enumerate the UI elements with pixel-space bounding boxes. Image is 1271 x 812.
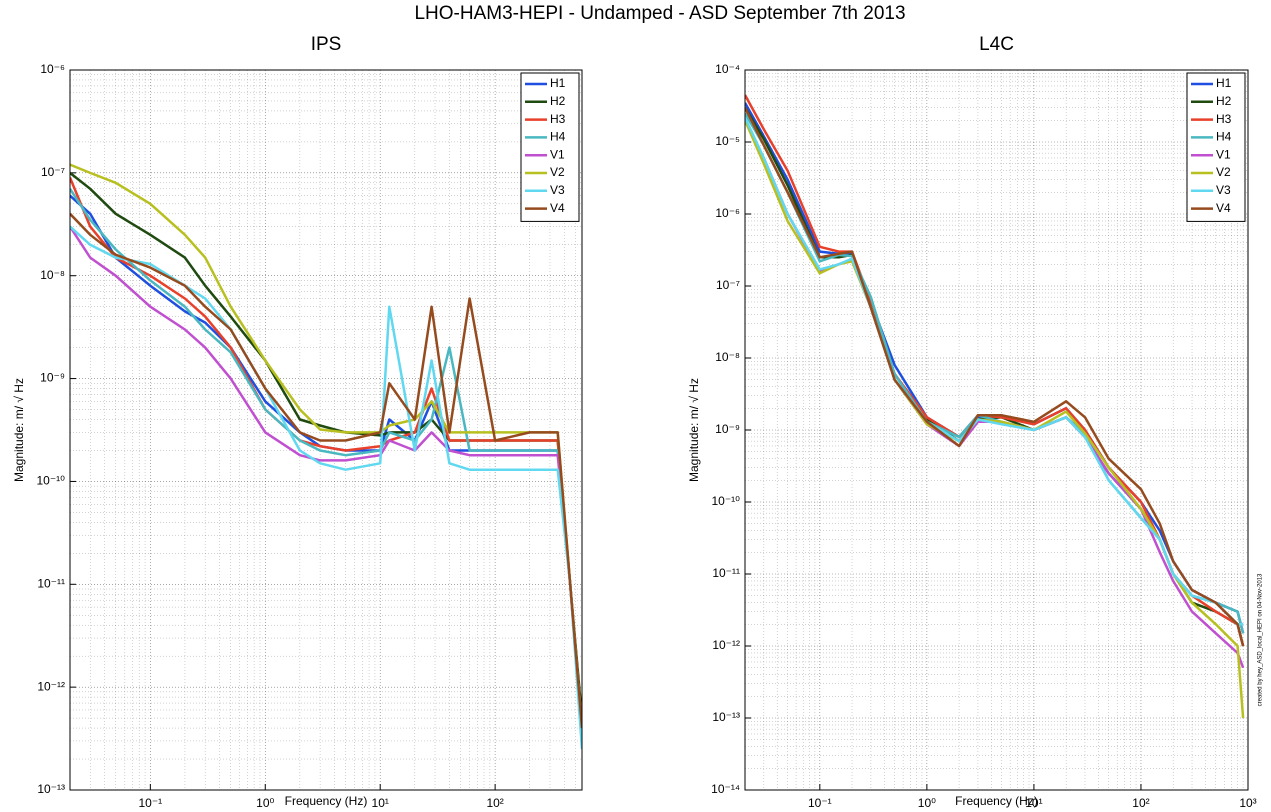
- series-line: [70, 177, 582, 729]
- legend-label: V4: [550, 201, 565, 215]
- axes-frame: [69, 69, 583, 791]
- series-line: [745, 116, 1244, 626]
- legend-label: H3: [1216, 112, 1232, 126]
- y-tick-label: 10⁻¹²: [712, 638, 740, 652]
- y-tick-label: 10⁻⁷: [716, 278, 740, 292]
- legend-label: V3: [550, 183, 565, 197]
- legend-label: H2: [550, 94, 566, 108]
- chart-title: L4C: [979, 34, 1014, 55]
- y-tick-label: 10⁻⁷: [41, 165, 65, 179]
- series-line: [70, 212, 582, 729]
- y-tick-label: 10⁻⁹: [715, 422, 740, 436]
- y-tick-label: 10⁻⁹: [40, 371, 65, 385]
- axes-frame: [744, 69, 1249, 791]
- x-tick-label: 10¹: [1025, 796, 1042, 810]
- legend-label: H2: [1216, 94, 1232, 108]
- series-line: [70, 225, 582, 750]
- series-line: [70, 163, 582, 729]
- chart-title: IPS: [311, 34, 342, 55]
- x-tick-label: 10³: [1239, 796, 1256, 810]
- y-tick-label: 10⁻⁸: [40, 268, 65, 282]
- legend-label: V1: [550, 147, 565, 161]
- figure-title: LHO-HAM3-HEPI - Undamped - ASD September…: [414, 3, 905, 24]
- legend-label: H4: [1216, 130, 1232, 144]
- legend-box: [520, 72, 580, 222]
- y-tick-label: 10⁻¹⁴: [711, 782, 740, 796]
- legend-label: V2: [1216, 165, 1231, 179]
- legend-label: H1: [1216, 76, 1232, 90]
- x-tick-label: 10⁻¹: [138, 796, 162, 810]
- x-tick-label: 10⁰: [918, 796, 936, 810]
- x-tick-label: 10⁰: [256, 796, 274, 810]
- y-tick-label: 10⁻⁸: [715, 350, 740, 364]
- y-tick-label: 10⁻¹¹: [37, 576, 65, 590]
- y-tick-label: 10⁻¹²: [37, 679, 65, 693]
- y-tick-label: 10⁻¹¹: [712, 566, 740, 580]
- y-tick-label: 10⁻¹⁰: [37, 474, 66, 488]
- x-tick-label: 10¹: [372, 796, 389, 810]
- legend-label: V3: [1216, 183, 1231, 197]
- y-tick-label: 10⁻⁴: [715, 62, 740, 76]
- legend-label: H1: [550, 76, 566, 90]
- x-axis-label: Frequency (Hz): [285, 794, 368, 808]
- y-axis-label: Magnitude: m/ √ Hz: [687, 378, 701, 482]
- series-line: [70, 188, 582, 729]
- y-tick-label: 10⁻¹³: [712, 710, 740, 724]
- x-tick-label: 10⁻¹: [808, 796, 832, 810]
- y-tick-label: 10⁻¹³: [37, 782, 65, 796]
- y-tick-label: 10⁻⁵: [715, 134, 740, 148]
- y-tick-label: 10⁻¹⁰: [712, 494, 741, 508]
- x-axis-label: Frequency (Hz): [955, 794, 1038, 808]
- series-line: [745, 119, 1245, 719]
- legend-label: V2: [550, 165, 565, 179]
- series-line: [745, 107, 1245, 647]
- y-tick-label: 10⁻⁶: [40, 62, 65, 76]
- legend-label: H3: [550, 112, 566, 126]
- annotation: created by hey_ASD_local_HEPI on 04-Nov-…: [1258, 573, 1264, 706]
- y-tick-label: 10⁻⁶: [715, 206, 740, 220]
- legend-label: V4: [1216, 201, 1231, 215]
- legend-label: V1: [1216, 147, 1231, 161]
- y-axis-label: Magnitude: m/ √ Hz: [12, 378, 26, 482]
- series-line: [70, 225, 582, 741]
- legend-label: H4: [550, 130, 566, 144]
- x-tick-label: 10²: [486, 796, 503, 810]
- x-tick-label: 10²: [1132, 796, 1149, 810]
- legend-box: [1186, 72, 1246, 222]
